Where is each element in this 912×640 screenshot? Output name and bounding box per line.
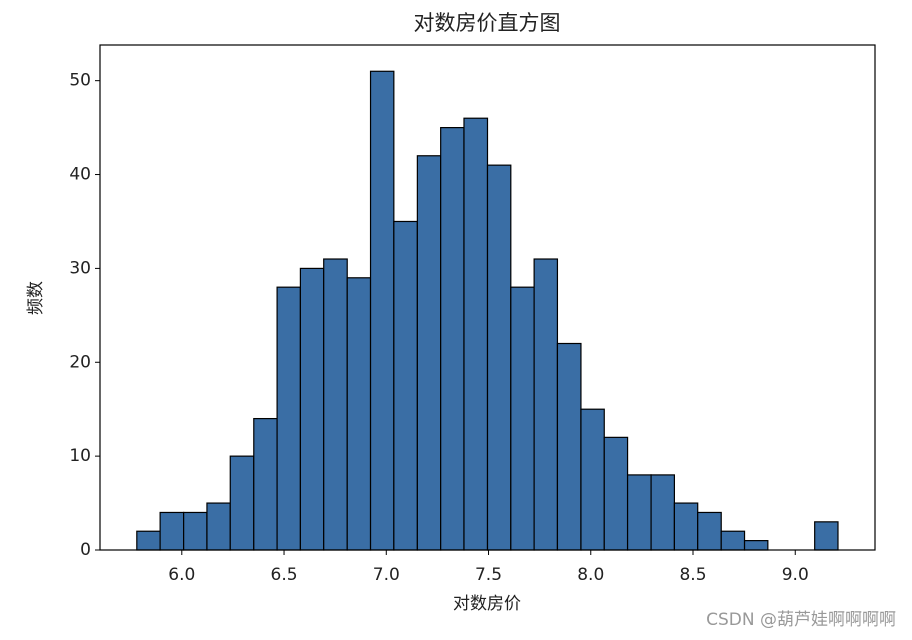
bar (393, 220, 418, 551)
bar (136, 530, 161, 551)
bar (276, 286, 301, 551)
bar (533, 258, 559, 551)
y-tick-label: 40 (69, 165, 91, 185)
bar (743, 540, 769, 551)
bar (603, 436, 629, 551)
watermark: CSDN @葫芦娃啊啊啊啊 (706, 610, 896, 630)
y-axis-label: 频数 (26, 281, 46, 315)
x-tick-label: 7.0 (373, 565, 400, 585)
x-tick-label: 6.5 (271, 565, 298, 585)
bar (159, 511, 185, 551)
y-tick-label: 10 (69, 446, 91, 466)
bar (673, 502, 699, 551)
x-axis-label: 对数房价 (453, 594, 521, 614)
x-tick-label: 6.0 (168, 565, 195, 585)
bar (556, 342, 582, 551)
bar (510, 286, 535, 551)
y-tick-label: 20 (69, 352, 91, 372)
bar (299, 267, 325, 551)
bar (229, 455, 255, 551)
y-tick-label: 30 (69, 258, 91, 278)
x-tick-label: 8.0 (577, 565, 604, 585)
bar (580, 408, 605, 551)
y-tick-label: 0 (80, 540, 91, 560)
bar (720, 530, 746, 551)
bar (814, 521, 839, 551)
chart-title: 对数房价直方图 (414, 11, 561, 35)
bar (206, 502, 231, 551)
y-tick-label: 50 (69, 71, 91, 91)
bar (369, 70, 395, 551)
bar (486, 164, 512, 551)
bar (697, 511, 722, 551)
bar (463, 117, 489, 551)
x-tick-label: 7.5 (475, 565, 502, 585)
x-tick-label: 9.0 (782, 565, 809, 585)
bar (440, 127, 465, 551)
bar (346, 277, 372, 551)
bar (650, 474, 675, 551)
plot-frame (99, 44, 876, 551)
bar (626, 474, 652, 551)
x-tick-label: 8.5 (679, 565, 706, 585)
bar (416, 155, 442, 551)
bar (253, 417, 278, 551)
bar (323, 258, 348, 551)
bar (183, 511, 208, 551)
